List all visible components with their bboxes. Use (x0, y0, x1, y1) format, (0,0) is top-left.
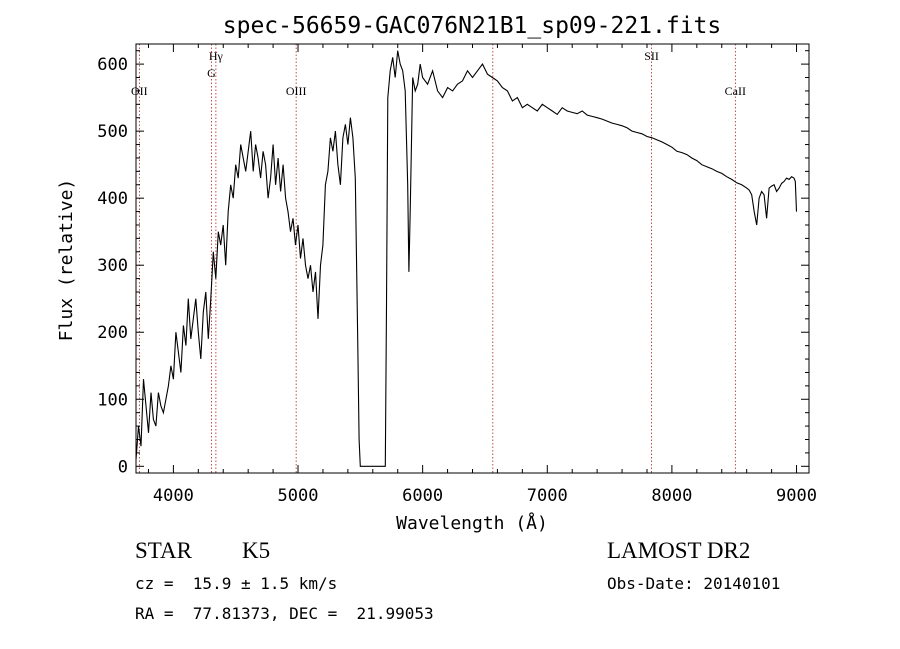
plot-frame (135, 43, 810, 474)
spectrum-trace (135, 50, 798, 467)
redshift: cz = 15.9 ± 1.5 km/s (135, 574, 338, 593)
y-tick-label-0: 0 (118, 457, 128, 477)
survey-name: LAMOST DR2 (607, 538, 751, 563)
x-tick-label-1: 5000 (278, 486, 319, 506)
x-tick-label-5: 9000 (776, 486, 817, 506)
x-tick-label-4: 8000 (651, 486, 692, 506)
y-tick-label-5: 500 (97, 122, 128, 142)
line-label-6: CaII (725, 84, 746, 98)
x-axis-label: Wavelength (Å) (396, 512, 548, 534)
x-tick-label-0: 4000 (153, 486, 194, 506)
chart-title: spec-56659-GAC076N21B1_sp09-221.fits (223, 13, 722, 39)
object-class: STAR (135, 538, 192, 563)
obs-date: Obs-Date: 20140101 (607, 574, 781, 593)
axis-ticks: 4000 5000 6000 7000 8000 9000 0 100 200 300 400 500… (97, 44, 817, 506)
x-tick-label-3: 7000 (527, 486, 568, 506)
coordinates: RA = 77.81373, DEC = 21.99053 (135, 604, 434, 623)
line-label-2: G (207, 66, 216, 80)
y-axis-label: Flux (relative) (56, 179, 77, 342)
y-tick-label-2: 200 (97, 323, 128, 343)
subclass: K5 (242, 538, 271, 563)
y-tick-label-3: 300 (97, 256, 128, 276)
y-tick-label-4: 400 (97, 189, 128, 209)
x-tick-label-2: 6000 (402, 486, 443, 506)
y-tick-label-6: 600 (97, 55, 128, 75)
line-label-5: SII (644, 49, 659, 63)
line-label-1: Hγ (209, 49, 224, 63)
line-label-3: OIII (286, 84, 307, 98)
y-tick-label-1: 100 (97, 390, 128, 410)
